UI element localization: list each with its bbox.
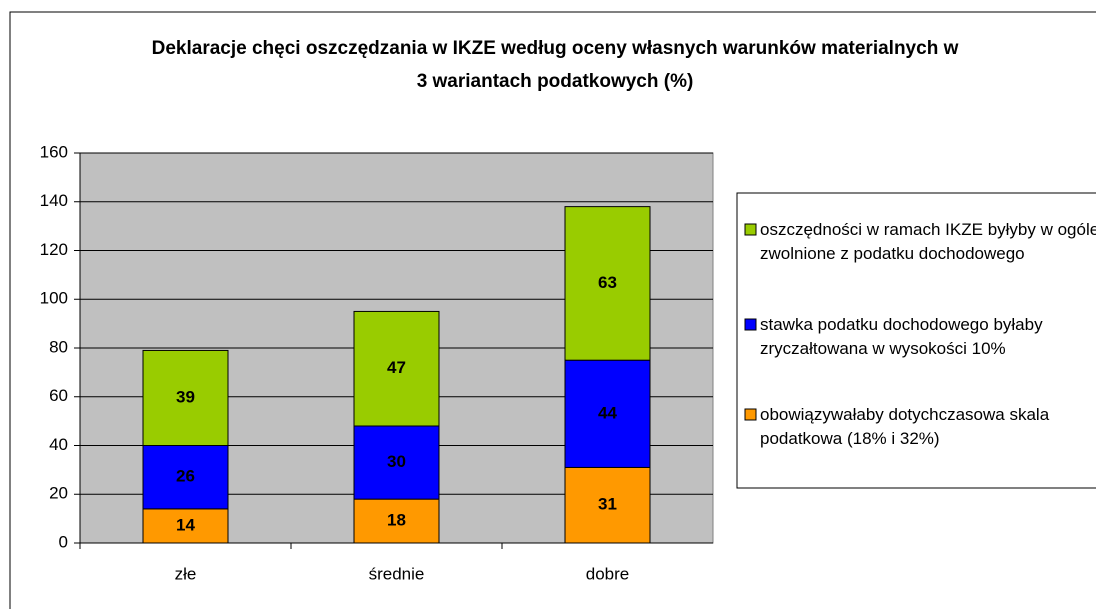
- bar-segment: [142, 508, 229, 544]
- data-label: 44: [598, 403, 617, 422]
- bar-segment: [564, 359, 651, 468]
- y-tick-label: 40: [49, 435, 68, 454]
- legend-entry: stawka podatku dochodowego byłaby zrycza…: [760, 315, 1043, 358]
- data-label: 30: [387, 452, 406, 471]
- bar-segment: [353, 310, 440, 427]
- data-label: 63: [598, 273, 617, 292]
- legend-label: obowiązywałaby dotychczasowa skala podat…: [760, 405, 1050, 448]
- x-tick-label: średnie: [369, 564, 425, 583]
- data-label: 26: [176, 467, 195, 486]
- y-tick-label: 20: [49, 484, 68, 503]
- bar-segment: [353, 425, 440, 500]
- x-tick-label: dobre: [586, 564, 629, 583]
- data-label: 47: [387, 358, 406, 377]
- data-label: 39: [176, 387, 195, 406]
- data-label: 18: [387, 511, 406, 530]
- legend-label: stawka podatku dochodowego byłaby zrycza…: [760, 315, 1043, 358]
- title-box: Deklaracje chęci oszczędzania w IKZE wed…: [151, 38, 959, 92]
- y-tick-label: 100: [40, 289, 68, 308]
- data-label: 14: [176, 515, 195, 534]
- y-tick-label: 80: [49, 337, 68, 356]
- legend-entry: obowiązywałaby dotychczasowa skala podat…: [760, 405, 1050, 448]
- legend-swatch: [744, 318, 757, 331]
- y-tick-label: 140: [40, 191, 68, 210]
- bar-segment: [142, 349, 229, 446]
- bar-segment: [564, 466, 651, 544]
- legend-label: oszczędności w ramach IKZE byłyby w ogól…: [760, 220, 1096, 263]
- y-tick-label: 0: [59, 532, 68, 551]
- legend-swatch: [744, 223, 757, 236]
- data-label: 31: [598, 495, 617, 514]
- y-tick-label: 160: [40, 142, 68, 161]
- x-tick-label: złe: [175, 564, 197, 583]
- bar-segment: [564, 206, 651, 361]
- legend-entry: oszczędności w ramach IKZE byłyby w ogól…: [760, 220, 1096, 263]
- bar-segment: [142, 445, 229, 510]
- chart-title: Deklaracje chęci oszczędzania w IKZE wed…: [151, 38, 959, 92]
- y-tick-label: 60: [49, 386, 68, 405]
- y-tick-label: 120: [40, 240, 68, 259]
- legend-swatch: [744, 408, 757, 421]
- legend: [736, 192, 1096, 489]
- bar-segment: [353, 498, 440, 544]
